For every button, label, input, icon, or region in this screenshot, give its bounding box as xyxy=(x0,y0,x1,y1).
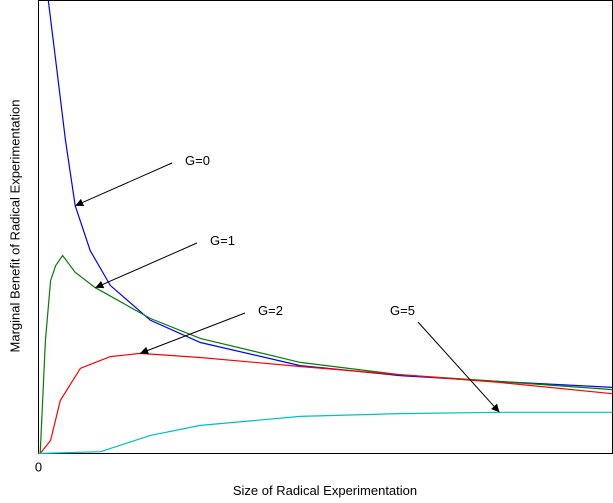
series-line xyxy=(38,411,613,455)
annotation: G=2 xyxy=(258,303,283,318)
annotation: G=1 xyxy=(210,233,235,248)
series-line xyxy=(39,352,613,454)
annotation-arrow xyxy=(75,162,173,207)
annotation: G=5 xyxy=(390,303,415,318)
annotation: G=0 xyxy=(185,153,210,168)
y-axis-label: Marginal Benefit of Radical Experimentat… xyxy=(7,100,22,353)
x-tick-label: 0 xyxy=(35,460,42,475)
annotation-arrow xyxy=(95,242,198,289)
x-axis-label: Size of Radical Experimentation xyxy=(233,483,417,498)
annotation-arrow xyxy=(139,312,246,355)
series-line xyxy=(47,0,613,388)
annotation-arrow xyxy=(417,321,500,413)
